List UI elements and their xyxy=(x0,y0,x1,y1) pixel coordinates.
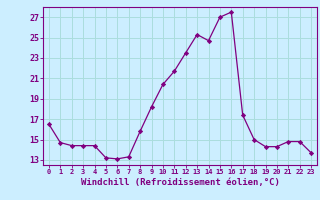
X-axis label: Windchill (Refroidissement éolien,°C): Windchill (Refroidissement éolien,°C) xyxy=(81,178,279,187)
